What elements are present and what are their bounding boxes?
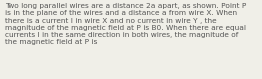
Text: Two long parallel wires are a distance 2a apart, as shown. Point P
is in the pla: Two long parallel wires are a distance 2…	[5, 3, 246, 45]
